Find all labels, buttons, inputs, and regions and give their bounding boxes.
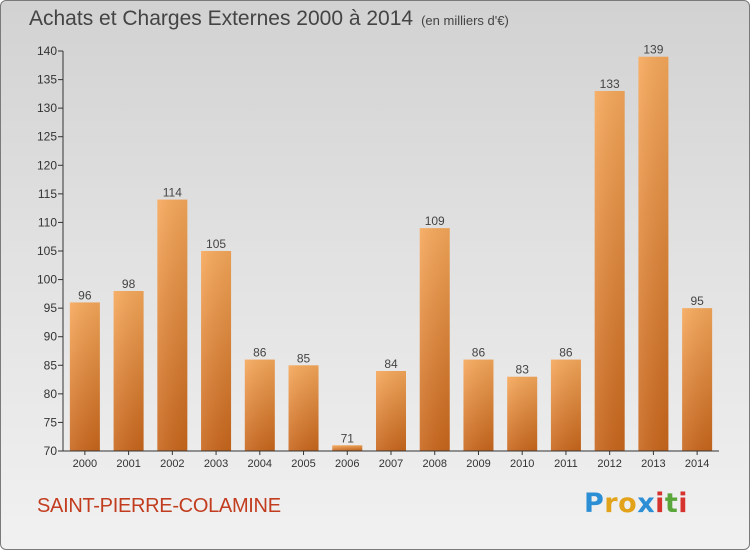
bar-shade-2003	[201, 251, 232, 451]
x-tick-label-2006: 2006	[335, 458, 359, 470]
value-label-2006: 71	[341, 431, 355, 445]
x-tick-label-2009: 2009	[466, 458, 490, 470]
bar-shade-2009	[463, 359, 494, 451]
value-label-2005: 85	[297, 351, 311, 365]
y-tick-label-120: 120	[37, 158, 57, 172]
logo-letter: i	[655, 488, 665, 519]
logo-letter: o	[618, 488, 638, 519]
x-tick-label-2004: 2004	[248, 458, 272, 470]
logo-letter: x	[637, 488, 656, 519]
y-tick-label-130: 130	[37, 101, 57, 115]
y-tick-label-70: 70	[44, 444, 58, 458]
bar-shade-2013	[638, 56, 669, 451]
y-tick-label-110: 110	[38, 215, 57, 229]
x-tick-label-2001: 2001	[116, 458, 140, 470]
bar-shade-2006	[332, 445, 363, 451]
x-tick-label-2000: 2000	[73, 458, 97, 470]
value-label-2009: 86	[472, 346, 486, 360]
bar-shade-2012	[594, 91, 625, 451]
commune-name: SAINT-PIERRE-COLAMINE	[37, 495, 281, 517]
value-label-2002: 114	[163, 186, 182, 200]
x-tick-label-2005: 2005	[291, 458, 315, 470]
x-tick-label-2011: 2011	[554, 458, 578, 470]
logo-letter: P	[584, 488, 605, 519]
y-tick-label-95: 95	[44, 301, 58, 315]
chart-title: Achats et Charges Externes 2000 à 2014 (e…	[29, 7, 509, 31]
value-label-2013: 139	[643, 43, 663, 57]
value-label-2001: 98	[122, 277, 136, 291]
logo-letter: t	[664, 488, 679, 519]
bar-shade-2014	[682, 308, 713, 451]
value-label-2004: 86	[253, 346, 267, 360]
y-tick-label-125: 125	[37, 130, 57, 144]
bar-shade-2002	[157, 199, 188, 451]
proxiti-logo: Proxiti	[584, 488, 688, 519]
axes-group: 2000 2001 2002 2003 2004 2005 2006 2007 2008 2009…	[37, 44, 719, 470]
bar-shade-2011	[550, 359, 581, 451]
y-tick-label-100: 100	[37, 273, 57, 287]
bar-shade-2005	[288, 365, 319, 451]
x-tick-label-2008: 2008	[422, 458, 446, 470]
y-tick-label-115: 115	[38, 187, 57, 201]
chart-title-main: Achats et Charges Externes 2000 à 2014	[29, 7, 414, 30]
y-tick-label-75: 75	[44, 415, 58, 429]
logo-letter: i	[678, 488, 689, 519]
bar-shade-2004	[244, 359, 275, 451]
chart-title-unit: (en milliers d'€)	[421, 13, 509, 28]
value-label-2003: 105	[206, 237, 226, 251]
value-label-2014: 95	[690, 294, 704, 308]
value-label-2011: 86	[559, 346, 573, 360]
value-label-2012: 133	[600, 77, 620, 91]
bar-shade-2010	[507, 376, 538, 451]
y-tick-label-135: 135	[37, 73, 57, 87]
bar-shade-2008	[419, 228, 450, 451]
value-label-2010: 83	[516, 363, 530, 377]
bars-group: 96 98 114 105 86 85 71 84 109 86 83 86 133 139 95	[69, 43, 713, 451]
bar-shade-2007	[376, 371, 406, 451]
x-tick-label-2002: 2002	[160, 458, 184, 470]
x-tick-label-2003: 2003	[204, 458, 228, 470]
y-tick-label-85: 85	[44, 358, 58, 372]
value-label-2008: 109	[425, 214, 445, 228]
logo-letter: r	[604, 488, 619, 519]
x-tick-label-2007: 2007	[379, 458, 403, 470]
bar-shade-2000	[69, 302, 100, 451]
bar-shade-2001	[113, 291, 144, 451]
y-tick-label-80: 80	[44, 387, 58, 401]
x-tick-label-2013: 2013	[641, 458, 665, 470]
y-tick-label-90: 90	[44, 330, 58, 344]
value-label-2000: 96	[78, 288, 92, 302]
x-tick-label-2012: 2012	[597, 458, 621, 470]
x-tick-label-2014: 2014	[685, 458, 709, 470]
y-tick-label-105: 105	[37, 244, 57, 258]
value-label-2007: 84	[384, 357, 398, 371]
x-tick-label-2010: 2010	[510, 458, 534, 470]
y-tick-label-140: 140	[37, 44, 57, 58]
